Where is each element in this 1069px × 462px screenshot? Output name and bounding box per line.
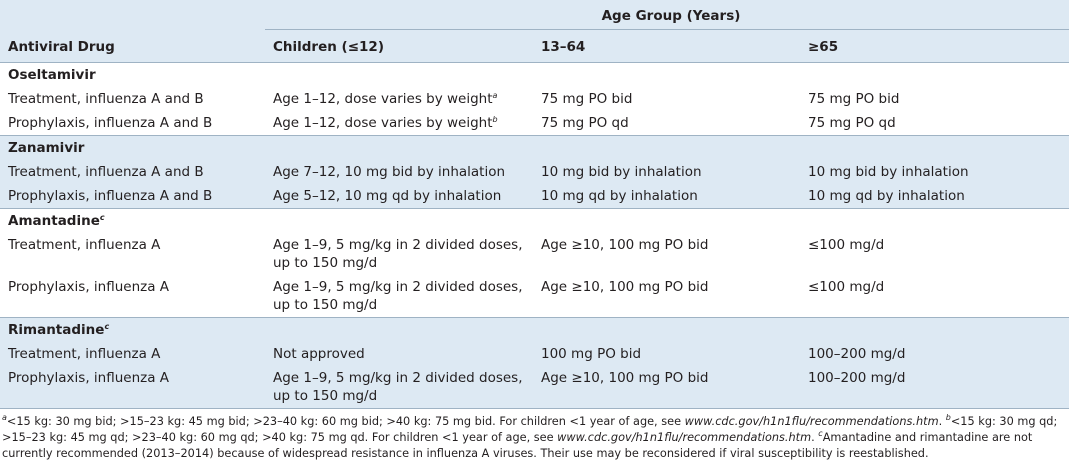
drug-row: Amantadinec xyxy=(0,208,1069,233)
cell-text: Age 1–12, dose varies by weight xyxy=(273,115,493,131)
table-cell: Age 1–9, 5 mg/kg in 2 divided doses, up … xyxy=(265,366,533,409)
cell-text: Age 1–12, dose varies by weight xyxy=(273,91,493,107)
column-header: Children (≤12) xyxy=(273,39,384,55)
data-row: Treatment, influenza A and B Age 1–12, do… xyxy=(0,87,1069,111)
table-header: Age Group (Years) Antiviral Drug Children… xyxy=(0,0,1069,63)
data-row: Treatment, influenza A Not approved 100 mg… xyxy=(0,342,1069,366)
footnote-text: <15 kg: 30 mg qd; >15–23 kg: 45 mg qd; >… xyxy=(2,415,1058,444)
table-cell: Age ≥10, 100 mg PO bid xyxy=(541,237,709,253)
footnote-link: www.cdc.gov/h1n1flu/recommendations.htm xyxy=(557,431,812,444)
header-row: Age Group (Years) xyxy=(0,0,1069,30)
footnote-mark: b xyxy=(945,413,951,422)
table-body: Oseltamivir Treatment, influenza A and B A… xyxy=(0,62,1069,409)
drug-name: Amantadinec xyxy=(0,208,1069,233)
table-cell: Age ≥10, 100 mg PO bid xyxy=(541,279,709,295)
drug-row: Rimantadinec xyxy=(0,317,1069,342)
footnote-mark: a xyxy=(492,91,498,100)
table-cell: 100–200 mg/d xyxy=(808,346,906,362)
table-cell: Prophylaxis, influenza A and B xyxy=(8,188,213,204)
footnote-mark: c xyxy=(99,213,105,222)
dosing-table: Age Group (Years) Antiviral Drug Children… xyxy=(0,0,1069,409)
table-cell: 100–200 mg/d xyxy=(800,366,1069,409)
table-cell: Age 1–12, dose varies by weightb xyxy=(265,111,533,136)
data-row: Treatment, influenza A Age 1–9, 5 mg/kg i… xyxy=(0,233,1069,275)
header-row: Antiviral Drug Children (≤12) 13–64 ≥65 xyxy=(0,29,1069,63)
table-cell: Prophylaxis, influenza A xyxy=(8,279,170,295)
table-cell: Prophylaxis, influenza A xyxy=(0,366,265,409)
footnote-link: www.cdc.gov/h1n1flu/recommendations.htm xyxy=(684,415,939,428)
cell-text: Amantadine xyxy=(8,213,100,229)
table-cell: Not approved xyxy=(273,346,365,362)
column-header: ≥65 xyxy=(808,39,839,55)
table-cell: 75 mg PO qd xyxy=(541,115,629,131)
footnote-mark: c xyxy=(818,429,823,438)
table-cell: 10 mg bid by inhalation xyxy=(808,164,969,180)
table-cell: Age 1–9, 5 mg/kg in 2 divided doses, up … xyxy=(273,279,523,313)
table-cell: Age 5–12, 10 mg qd by inhalation xyxy=(273,188,502,204)
data-row: Prophylaxis, influenza A and B Age 1–12, … xyxy=(0,111,1069,136)
footnote-text: . xyxy=(938,415,943,428)
drug-name: Oseltamivir xyxy=(0,62,1069,87)
table-cell: Treatment, influenza A xyxy=(8,346,161,362)
column-header: Antiviral Drug xyxy=(8,38,115,55)
table-cell: Treatment, influenza A xyxy=(8,237,161,253)
table-cell: 75 mg PO qd xyxy=(808,115,896,131)
footnote-text: . xyxy=(811,431,815,444)
table-cell: Age 1–9, 5 mg/kg in 2 divided doses, up … xyxy=(273,237,523,271)
table-cell: ≤100 mg/d xyxy=(808,279,885,295)
table-cell: 75 mg PO bid xyxy=(541,91,633,107)
table-cell: Treatment, influenza A and B xyxy=(8,164,204,180)
group-header: Age Group (Years) xyxy=(265,0,1069,30)
footnotes: a<15 kg: 30 mg bid; >15–23 kg: 45 mg bid… xyxy=(0,409,1069,462)
data-row: Prophylaxis, influenza A Age 1–9, 5 mg/kg… xyxy=(0,366,1069,409)
cell-text: Rimantadine xyxy=(8,322,105,338)
table-cell: ≤100 mg/d xyxy=(808,237,885,253)
drug-row: Zanamivir xyxy=(0,135,1069,160)
data-row: Treatment, influenza A and B Age 7–12, 10… xyxy=(0,160,1069,184)
footnote-mark: b xyxy=(492,115,498,124)
footnote-text: Amantadine and rimantadine are not curre… xyxy=(2,431,1033,460)
drug-name: Rimantadinec xyxy=(0,317,1069,342)
table-cell: Treatment, influenza A and B xyxy=(8,91,204,107)
table-cell: 10 mg bid by inhalation xyxy=(541,164,702,180)
table-cell: 10 mg qd by inhalation xyxy=(541,188,698,204)
footnote-text: <15 kg: 30 mg bid; >15–23 kg: 45 mg bid;… xyxy=(6,415,685,428)
data-row: Prophylaxis, influenza A and B Age 5–12, … xyxy=(0,184,1069,209)
column-header: 13–64 xyxy=(541,39,586,55)
table-cell: Age 1–12, dose varies by weighta xyxy=(265,87,533,111)
header-cell xyxy=(0,0,265,30)
drug-row: Oseltamivir xyxy=(0,62,1069,87)
footnote-mark: a xyxy=(2,413,7,422)
table-cell: Prophylaxis, influenza A and B xyxy=(8,115,213,131)
table-cell: 100 mg PO bid xyxy=(541,346,642,362)
footnote-mark: c xyxy=(104,322,110,331)
drug-name: Zanamivir xyxy=(0,135,1069,160)
table-cell: 10 mg qd by inhalation xyxy=(808,188,965,204)
table-cell: 75 mg PO bid xyxy=(808,91,900,107)
table-cell: Age 7–12, 10 mg bid by inhalation xyxy=(273,164,506,180)
table-cell: Age ≥10, 100 mg PO bid xyxy=(533,366,800,409)
data-row: Prophylaxis, influenza A Age 1–9, 5 mg/kg… xyxy=(0,275,1069,318)
